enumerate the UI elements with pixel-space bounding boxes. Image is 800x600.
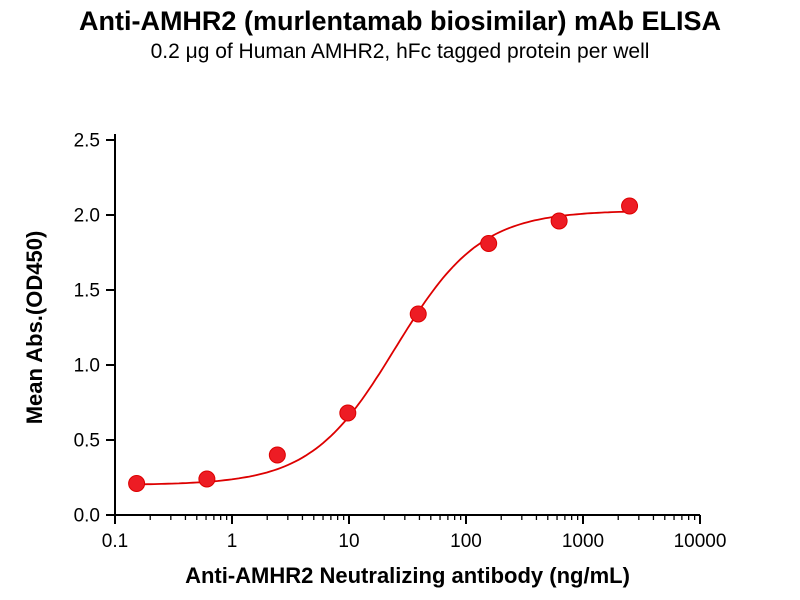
- chart-title: Anti-AMHR2 (murlentamab biosimilar) mAb …: [78, 6, 722, 36]
- y-tick-label: 1.0: [74, 356, 100, 377]
- data-point: [198, 470, 216, 488]
- y-tick-label: 2.5: [74, 131, 100, 152]
- x-tick-label: 1000: [562, 531, 604, 552]
- data-point: [621, 197, 639, 215]
- y-tick-label: 0.0: [74, 506, 100, 527]
- data-point: [480, 235, 498, 252]
- y-tick-label: 1.5: [74, 281, 100, 302]
- chart-subtitle: 0.2 μg of Human AMHR2, hFc tagged protei…: [150, 40, 650, 63]
- data-point: [128, 475, 146, 492]
- data-point: [268, 446, 286, 464]
- y-tick-label: 0.5: [74, 431, 100, 452]
- x-tick-label: 1: [227, 531, 238, 552]
- data-point: [409, 305, 427, 323]
- x-tick-label: 10000: [674, 531, 727, 552]
- y-axis-label: Mean Abs.(OD450): [22, 231, 47, 425]
- data-point: [550, 212, 568, 230]
- fit-curve: [136, 210, 630, 486]
- x-tick-label: 0.1: [102, 531, 128, 552]
- y-tick-label: 2.0: [74, 206, 100, 227]
- x-axis-label: Anti-AMHR2 Neutralizing antibody (ng/mL): [185, 563, 630, 588]
- data-point: [339, 404, 357, 422]
- plot-area: 0.1 1 10 100 1000 10000 0.0 0.5 1.0 1.5 2.0 2.5 Anti…: [22, 131, 727, 589]
- x-tick-label: 100: [450, 531, 482, 552]
- x-tick-label: 10: [338, 531, 359, 552]
